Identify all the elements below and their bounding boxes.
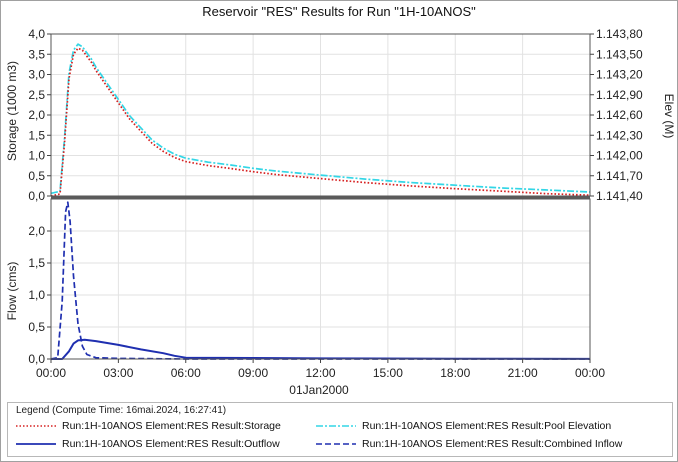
panel-divider [51, 196, 590, 199]
series-line-combined-inflow [50, 201, 590, 360]
top-right-axis-label: Elev (M) [662, 94, 676, 139]
x-tick-label: 12:00 [305, 366, 335, 380]
legend-item-pool-elevation: Run:1H-10ANOS Element:RES Result:Pool El… [314, 420, 611, 432]
top-left-axis-label: Storage (1000 m3) [5, 61, 19, 161]
x-tick-label: 15:00 [373, 366, 403, 380]
top-left-tick-label: 3,5 [28, 47, 45, 61]
top-right-tick-label: 1.142,60 [596, 108, 643, 122]
results-chart: Reservoir "RES" Results for Run "1H-10AN… [5, 4, 676, 397]
series-line-storage [50, 47, 591, 197]
tick-labels: 0,0 0,5 1,0 1,5 2,0 2,5 3,0 3,5 4,0 1.141,40 1.141… [28, 27, 643, 380]
x-tick-label: 00:00 [36, 366, 66, 380]
top-right-tick-label: 1.142,30 [596, 128, 643, 142]
top-left-tick-label: 2,5 [28, 88, 45, 102]
top-left-tick-label: 0,5 [28, 169, 45, 183]
x-tick-label: 06:00 [171, 366, 201, 380]
top-left-tick-label: 1,5 [28, 128, 45, 142]
top-left-tick-label: 0,0 [28, 189, 45, 203]
legend-item-combined-inflow: Run:1H-10ANOS Element:RES Result:Combine… [314, 438, 622, 450]
bottom-left-tick-label: 0,5 [28, 320, 45, 334]
bottom-left-tick-label: 0,0 [28, 352, 45, 366]
x-axis-date-label: 01Jan2000 [289, 383, 349, 397]
top-left-tick-label: 2,0 [28, 108, 45, 122]
top-panel-grid [51, 34, 590, 196]
x-tick-label: 09:00 [238, 366, 268, 380]
bottom-left-axis-label: Flow (cms) [5, 262, 19, 321]
series-line-pool-elevation [50, 43, 591, 195]
top-right-tick-label: 1.143,20 [596, 68, 643, 82]
top-left-tick-label: 1,0 [28, 149, 45, 163]
legend-item-storage: Run:1H-10ANOS Element:RES Result:Storage [14, 420, 281, 432]
legend-label-outflow: Run:1H-10ANOS Element:RES Result:Outflow [62, 438, 280, 450]
top-right-tick-label: 1.143,50 [596, 47, 643, 61]
top-right-tick-label: 1.142,00 [596, 149, 643, 163]
chart-title: Reservoir "RES" Results for Run "1H-10AN… [202, 4, 476, 19]
x-tick-label: 00:00 [575, 366, 605, 380]
x-tick-label: 21:00 [508, 366, 538, 380]
x-tick-label: 03:00 [103, 366, 133, 380]
legend-swatch-storage [16, 425, 56, 427]
top-left-tick-label: 3,0 [28, 68, 45, 82]
legend-label-pool-elevation: Run:1H-10ANOS Element:RES Result:Pool El… [362, 420, 612, 432]
bottom-panel-grid [51, 199, 590, 359]
bottom-left-tick-label: 1,5 [28, 256, 45, 270]
top-right-tick-label: 1.143,80 [596, 27, 643, 41]
legend-caption: Legend (Compute Time: 16mai.2024, 16:27:… [16, 405, 227, 416]
legend-label-storage: Run:1H-10ANOS Element:RES Result:Storage [62, 420, 281, 432]
top-left-tick-label: 4,0 [28, 27, 45, 41]
legend-label-combined-inflow: Run:1H-10ANOS Element:RES Result:Combine… [362, 438, 623, 450]
legend-swatch-combined-inflow [316, 443, 356, 445]
legend: Legend (Compute Time: 16mai.2024, 16:27:… [7, 402, 673, 457]
top-right-tick-label: 1.141,40 [596, 189, 643, 203]
x-tick-label: 18:00 [440, 366, 470, 380]
top-right-tick-label: 1.142,90 [596, 88, 643, 102]
top-right-tick-label: 1.141,70 [596, 169, 643, 183]
series-layer [50, 43, 591, 360]
bottom-left-tick-label: 2,0 [28, 224, 45, 238]
legend-item-outflow: Run:1H-10ANOS Element:RES Result:Outflow [14, 438, 280, 450]
bottom-left-tick-label: 1,0 [28, 288, 45, 302]
legend-swatch-pool-elevation [316, 425, 356, 427]
legend-swatch-outflow [16, 443, 56, 445]
